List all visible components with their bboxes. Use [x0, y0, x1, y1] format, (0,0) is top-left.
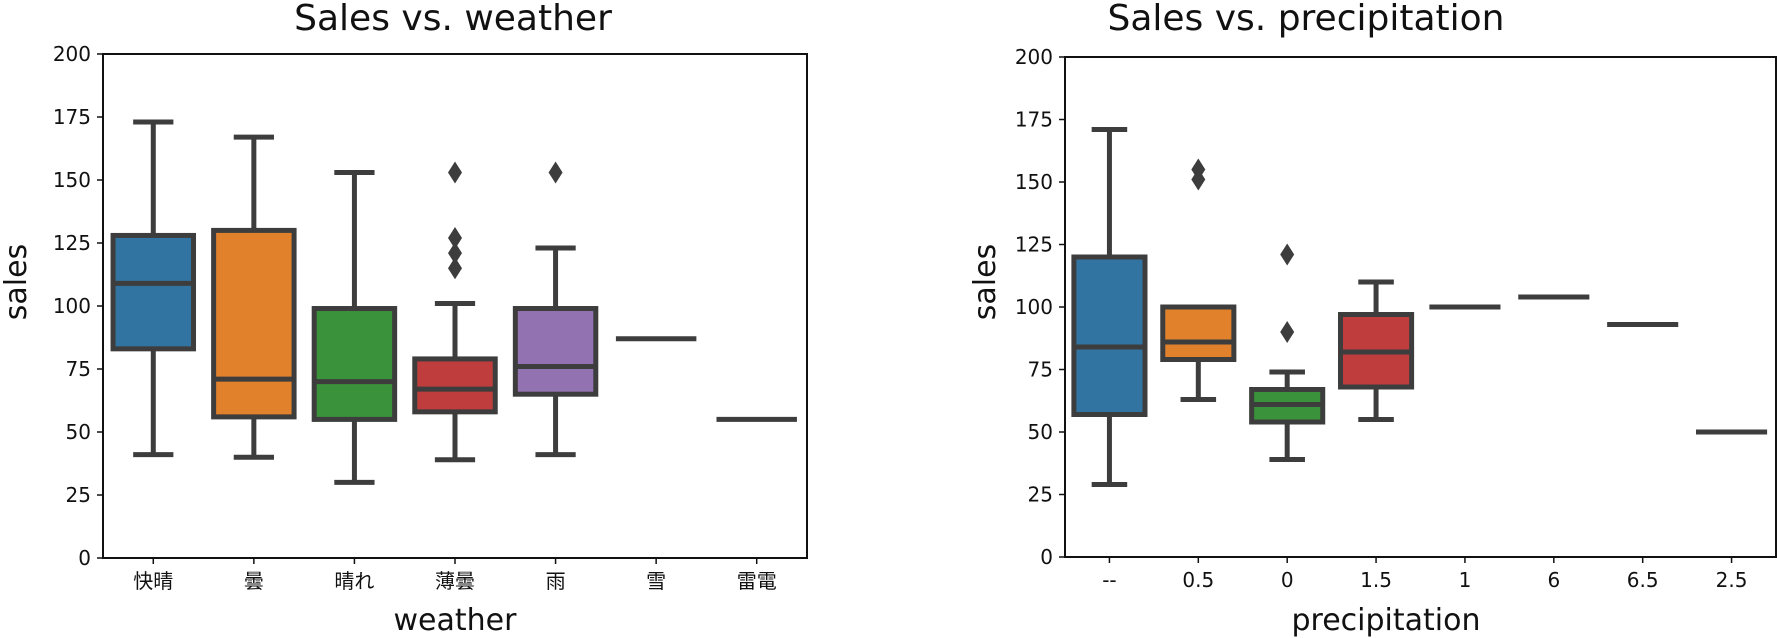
y-tick-label: 100 [1015, 295, 1053, 319]
chart-title: Sales vs. weather [294, 0, 612, 39]
weather-boxplot-panel: Sales vs. weather weather sales 0 25 50 75 1… [0, 0, 808, 638]
y-tick-label: 200 [53, 42, 91, 66]
x-axis: -- 0.5 0 1.5 1 6 6.5 2.5 [1102, 557, 1747, 592]
outlier-point [448, 226, 462, 249]
box-group [1160, 158, 1237, 402]
y-tick-label: 25 [66, 483, 91, 507]
iqr-box [412, 356, 498, 415]
iqr-box [1160, 304, 1237, 362]
x-tick-label: 1.5 [1360, 568, 1392, 592]
y-axis: 0 25 50 75 100 125 150 175 200 [1015, 45, 1065, 569]
box-group [412, 161, 498, 463]
y-tick-label: 150 [53, 168, 91, 192]
x-tick-label: 曇 [244, 569, 264, 593]
y-axis-label: sales [968, 244, 1003, 320]
y-tick-label: 175 [1015, 108, 1053, 132]
x-tick-label: 1 [1459, 568, 1472, 592]
y-tick-label: 150 [1015, 170, 1053, 194]
y-tick-label: 0 [78, 546, 91, 570]
x-tick-label: 6.5 [1627, 568, 1659, 592]
box-group [512, 161, 599, 458]
x-tick-label: 薄曇 [435, 569, 475, 593]
x-tick-label: 雷電 [737, 569, 777, 593]
y-axis-label: sales [0, 244, 34, 320]
box-group [311, 169, 398, 485]
iqr-box [512, 306, 599, 397]
iqr-box [1071, 254, 1148, 417]
x-tick-label: -- [1102, 568, 1116, 592]
x-tick-label: 雨 [546, 569, 566, 593]
x-axis: 快晴 曇 晴れ 薄曇 雨 雪 雷電 [133, 558, 777, 593]
y-tick-label: 125 [1015, 233, 1053, 257]
plot-area [110, 119, 797, 485]
y-tick-label: 200 [1015, 45, 1053, 69]
y-tick-label: 50 [1028, 420, 1053, 444]
box-group [1071, 127, 1148, 487]
y-tick-label: 100 [53, 294, 91, 318]
x-tick-label: 晴れ [334, 569, 374, 593]
y-tick-label: 25 [1028, 483, 1053, 507]
outlier-point [548, 161, 563, 184]
iqr-box [110, 232, 197, 352]
y-tick-label: 175 [53, 105, 91, 129]
outlier-point [1280, 243, 1295, 266]
outlier-point [448, 161, 462, 184]
chart-title: Sales vs. precipitation [1107, 0, 1504, 39]
x-tick-label: 0.5 [1182, 568, 1214, 592]
y-tick-label: 125 [53, 231, 91, 255]
y-tick-label: 0 [1040, 545, 1053, 569]
outlier-point [448, 257, 462, 280]
x-tick-label: 0 [1281, 568, 1294, 592]
outlier-point [1191, 158, 1206, 181]
x-axis-label: weather [394, 603, 518, 638]
x-tick-label: 快晴 [133, 569, 173, 593]
x-axis-label: precipitation [1292, 603, 1481, 638]
iqr-box [311, 306, 398, 422]
box-group [211, 134, 297, 460]
precipitation-boxplot-panel: Sales vs. precipitation precipitation sa… [968, 0, 1777, 638]
box-group [110, 119, 197, 458]
y-tick-label: 75 [66, 357, 91, 381]
box-group [1249, 243, 1326, 462]
x-tick-label: 雪 [646, 569, 666, 593]
plot-area [1071, 127, 1768, 487]
y-axis: 0 25 50 75 100 125 150 175 200 [53, 42, 103, 570]
outlier-point [1280, 321, 1295, 343]
iqr-box [211, 227, 297, 420]
outlier-point [448, 242, 462, 265]
x-tick-label: 6 [1547, 568, 1560, 592]
box-group [1338, 279, 1415, 422]
x-tick-label: 2.5 [1716, 568, 1748, 592]
y-tick-label: 50 [66, 420, 91, 444]
y-tick-label: 75 [1028, 358, 1053, 382]
